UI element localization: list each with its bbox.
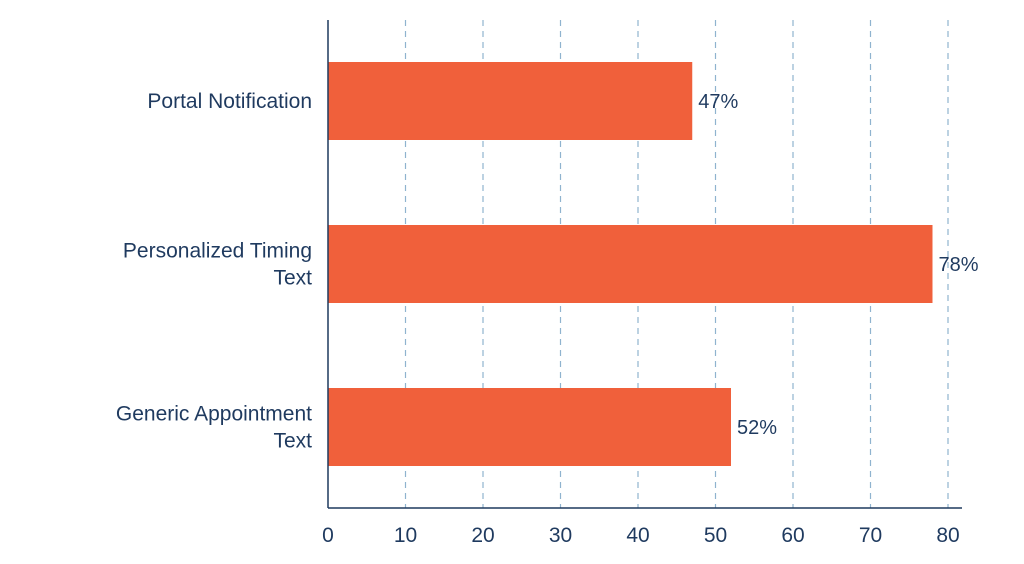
category-label-1-line-1: Text — [273, 267, 312, 290]
bar-0 — [328, 62, 693, 140]
x-tick-label-80: 80 — [936, 524, 959, 547]
x-tick-label-30: 30 — [549, 524, 572, 547]
data-label-2: 52% — [737, 417, 777, 439]
category-label-2-line-0: Generic Appointment — [116, 403, 312, 426]
x-tick-label-10: 10 — [394, 524, 417, 547]
x-tick-label-60: 60 — [781, 524, 804, 547]
x-tick-label-50: 50 — [704, 524, 727, 547]
category-label-2-line-1: Text — [273, 430, 312, 453]
category-label-1-line-0: Personalized Timing — [123, 240, 312, 263]
x-tick-label-0: 0 — [322, 524, 334, 547]
bar-2 — [328, 388, 731, 466]
data-label-1: 78% — [939, 254, 979, 276]
x-tick-label-70: 70 — [859, 524, 882, 547]
category-label-0: Portal Notification — [147, 90, 312, 113]
bar-1 — [328, 225, 933, 303]
x-tick-label-20: 20 — [471, 524, 494, 547]
data-label-0: 47% — [698, 91, 738, 113]
x-tick-label-40: 40 — [626, 524, 649, 547]
